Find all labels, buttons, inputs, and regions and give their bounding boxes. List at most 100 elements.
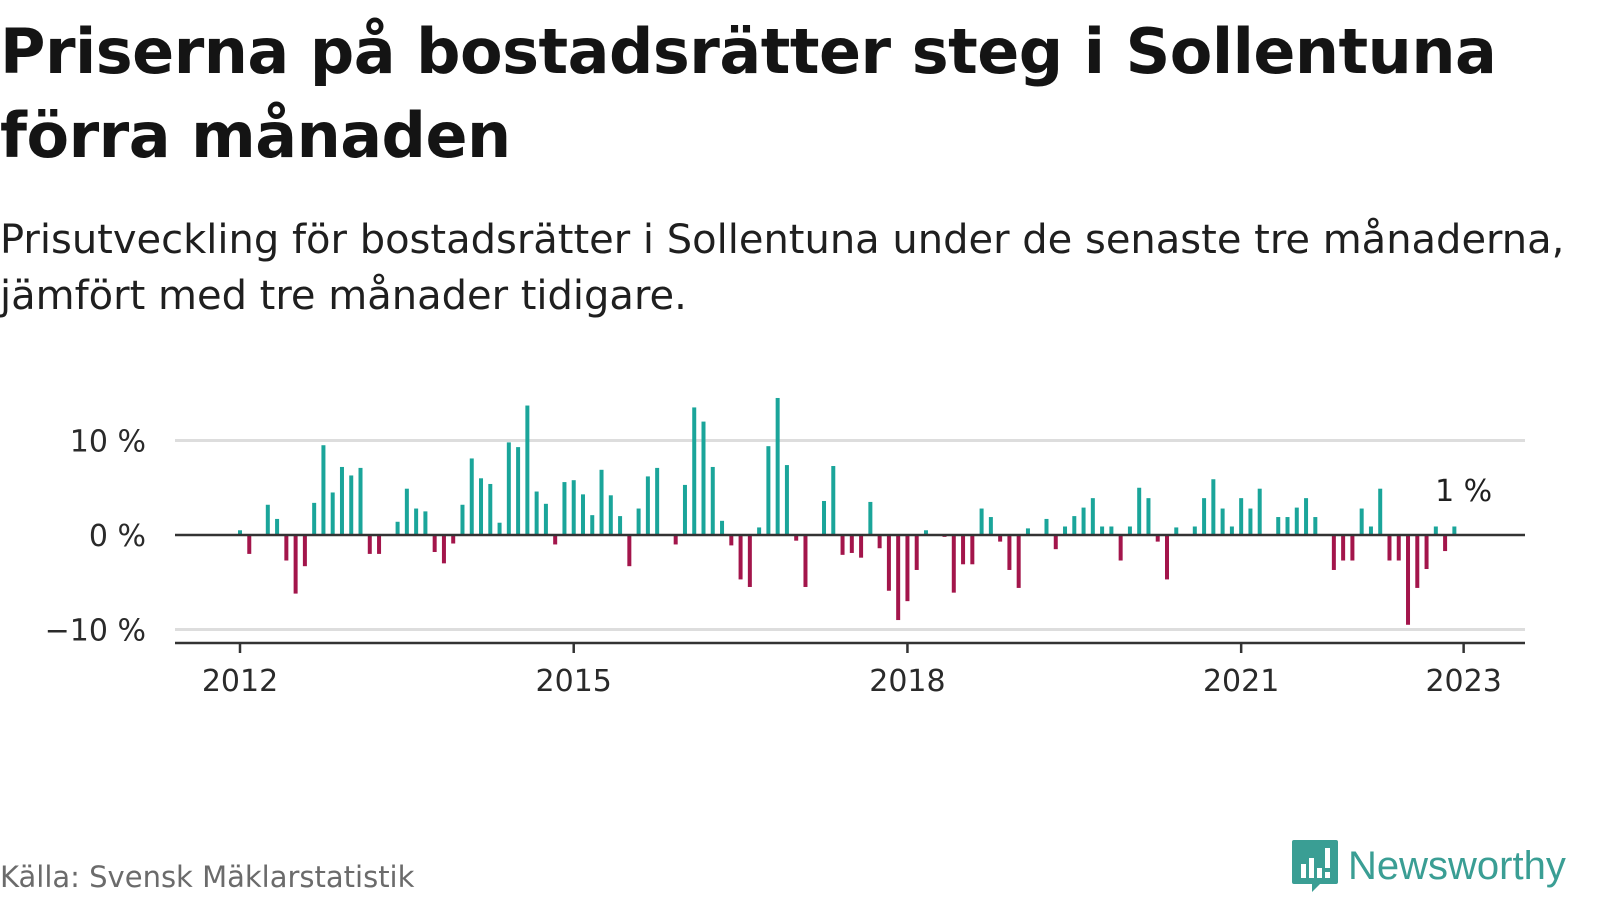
bar	[673, 535, 678, 545]
x-axis-labels: 2012 2015 2018 2021 2023	[202, 643, 1502, 699]
bar	[747, 535, 752, 587]
bar	[859, 535, 864, 558]
bar	[1146, 498, 1151, 535]
bar	[275, 518, 280, 535]
bar	[377, 535, 382, 554]
bar	[1127, 526, 1132, 535]
bar	[590, 515, 595, 535]
bar	[849, 535, 854, 553]
bar	[414, 508, 419, 535]
bar	[729, 535, 734, 546]
bar	[1165, 535, 1169, 580]
bar	[516, 447, 521, 535]
bar	[460, 504, 465, 535]
bar	[553, 535, 558, 545]
bar	[349, 475, 354, 535]
bar	[432, 535, 437, 553]
bar	[784, 465, 789, 535]
bar	[1257, 488, 1262, 535]
bar	[543, 503, 548, 535]
bar	[636, 508, 641, 535]
bar	[1443, 535, 1448, 552]
bar	[886, 535, 891, 591]
bar	[720, 520, 725, 535]
y-axis-labels: 10 % 0 % −10 %	[45, 425, 146, 649]
bar	[404, 488, 409, 535]
bar	[951, 535, 956, 593]
brand-logo[interactable]: Newsworthy	[1290, 838, 1566, 894]
bar	[905, 535, 910, 602]
y-tick-label: 10 %	[70, 425, 146, 460]
bar	[339, 466, 344, 535]
bar	[1109, 526, 1114, 535]
bar	[608, 495, 613, 535]
bar	[979, 508, 984, 535]
source-note: Källa: Svensk Mäklarstatistik	[0, 860, 415, 894]
bar	[822, 500, 827, 535]
bar	[1155, 535, 1160, 542]
bars	[238, 397, 1457, 625]
bar	[1378, 488, 1383, 535]
bar	[1063, 526, 1068, 535]
bar	[534, 491, 539, 535]
x-tick-label: 2021	[1203, 664, 1279, 699]
bar	[1331, 535, 1336, 570]
bar	[914, 535, 919, 570]
y-tick-label: 0 %	[89, 519, 146, 554]
bar	[655, 467, 660, 535]
bar	[367, 535, 372, 554]
bar	[302, 535, 307, 567]
bar	[988, 517, 993, 535]
bar	[265, 504, 270, 535]
bar	[1229, 526, 1234, 535]
bar	[1174, 527, 1179, 535]
bar	[293, 535, 298, 594]
bar	[998, 535, 1003, 542]
bar	[1294, 507, 1299, 535]
bar	[451, 535, 456, 544]
bar	[1220, 508, 1225, 535]
bar	[1100, 526, 1105, 535]
chart-subtitle: Prisutveckling för bostadsrätter i Solle…	[0, 217, 1565, 319]
bar	[1239, 498, 1244, 535]
bar	[840, 535, 845, 555]
bar	[794, 535, 799, 541]
bar	[1276, 517, 1281, 535]
bar	[970, 535, 975, 565]
bar	[1072, 516, 1077, 535]
bar	[1053, 535, 1058, 550]
bar	[1118, 535, 1123, 561]
bar	[1350, 535, 1355, 561]
bar	[525, 405, 530, 535]
chart-title: Priserna på bostadsrätter steg i Sollent…	[0, 15, 1497, 172]
bar	[247, 535, 252, 554]
bar	[1007, 535, 1012, 570]
bar	[1424, 535, 1429, 570]
bar	[627, 535, 632, 567]
bar	[682, 484, 687, 535]
bar	[488, 483, 493, 535]
last-value-label: 1 %	[1435, 474, 1492, 509]
bar	[469, 458, 474, 535]
bar	[1304, 498, 1309, 535]
bar	[1359, 508, 1364, 535]
bar	[497, 522, 502, 535]
bar	[701, 421, 706, 535]
bar	[479, 478, 484, 535]
bar	[831, 466, 836, 535]
bar	[1137, 487, 1142, 535]
bar	[599, 469, 604, 535]
bar	[1192, 526, 1197, 535]
bar	[1090, 498, 1095, 535]
bar	[692, 407, 697, 535]
bar-chart: 10 % 0 % −10 % 2012 2015 2018 2021 2023 1 %	[45, 397, 1525, 699]
x-tick-label: 2018	[869, 664, 945, 699]
bar	[1081, 507, 1086, 535]
x-tick-label: 2023	[1425, 664, 1501, 699]
newsworthy-logo-icon	[1292, 840, 1338, 892]
bar	[1016, 535, 1021, 588]
bar	[284, 535, 289, 561]
x-tick-label: 2012	[202, 664, 278, 699]
bar	[868, 501, 873, 535]
annotations: 1 %	[1435, 474, 1492, 509]
